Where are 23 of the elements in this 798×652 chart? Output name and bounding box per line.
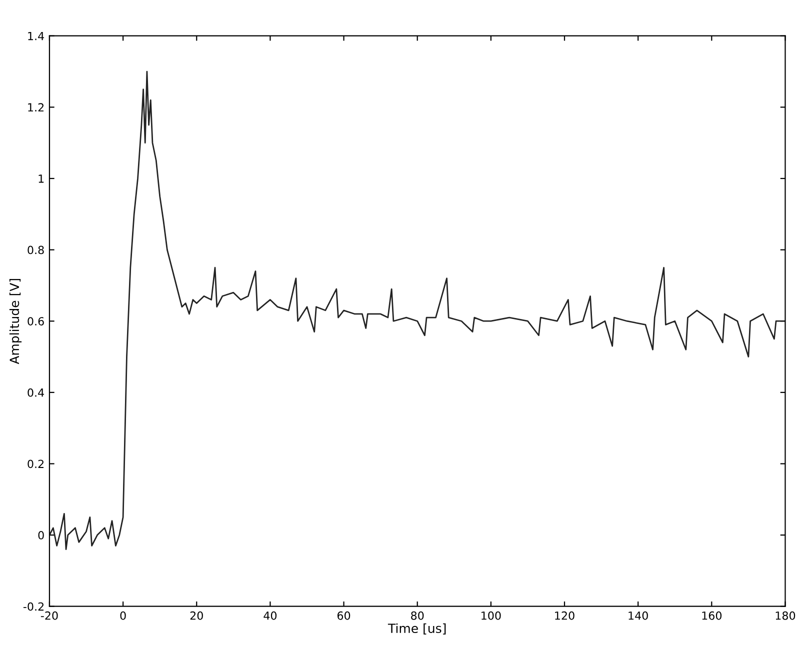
x-tick-label: 160	[702, 611, 722, 620]
y-tick-label: 1.2	[28, 103, 44, 112]
x-tick-label: 0	[120, 611, 126, 620]
line-series	[49, 70, 786, 550]
x-tick-label: 40	[264, 611, 277, 620]
x-tick-label: 20	[190, 611, 203, 620]
y-tick-label: 0	[38, 531, 44, 540]
y-tick-label: 0.4	[28, 388, 44, 397]
y-tick-label: 0.6	[28, 317, 44, 326]
x-tick-label: 120	[555, 611, 574, 620]
x-tick-label: 180	[776, 611, 796, 620]
y-axis-title: Amplitude [V]	[9, 279, 22, 364]
x-tick-label: 80	[411, 611, 424, 620]
y-tick-label: -0.2	[23, 602, 44, 611]
y-tick-label: 1.4	[28, 32, 44, 40]
y-tick-label: 0.8	[28, 246, 44, 254]
x-axis-title: Time [us]	[388, 623, 446, 635]
x-tick-label: 100	[482, 611, 501, 620]
y-tick-label: 1	[38, 174, 44, 183]
x-tick-label: -20	[40, 611, 58, 620]
x-tick-label: 60	[337, 611, 350, 620]
y-tick-label: 0.2	[28, 460, 44, 468]
x-tick-label: 140	[628, 611, 648, 620]
